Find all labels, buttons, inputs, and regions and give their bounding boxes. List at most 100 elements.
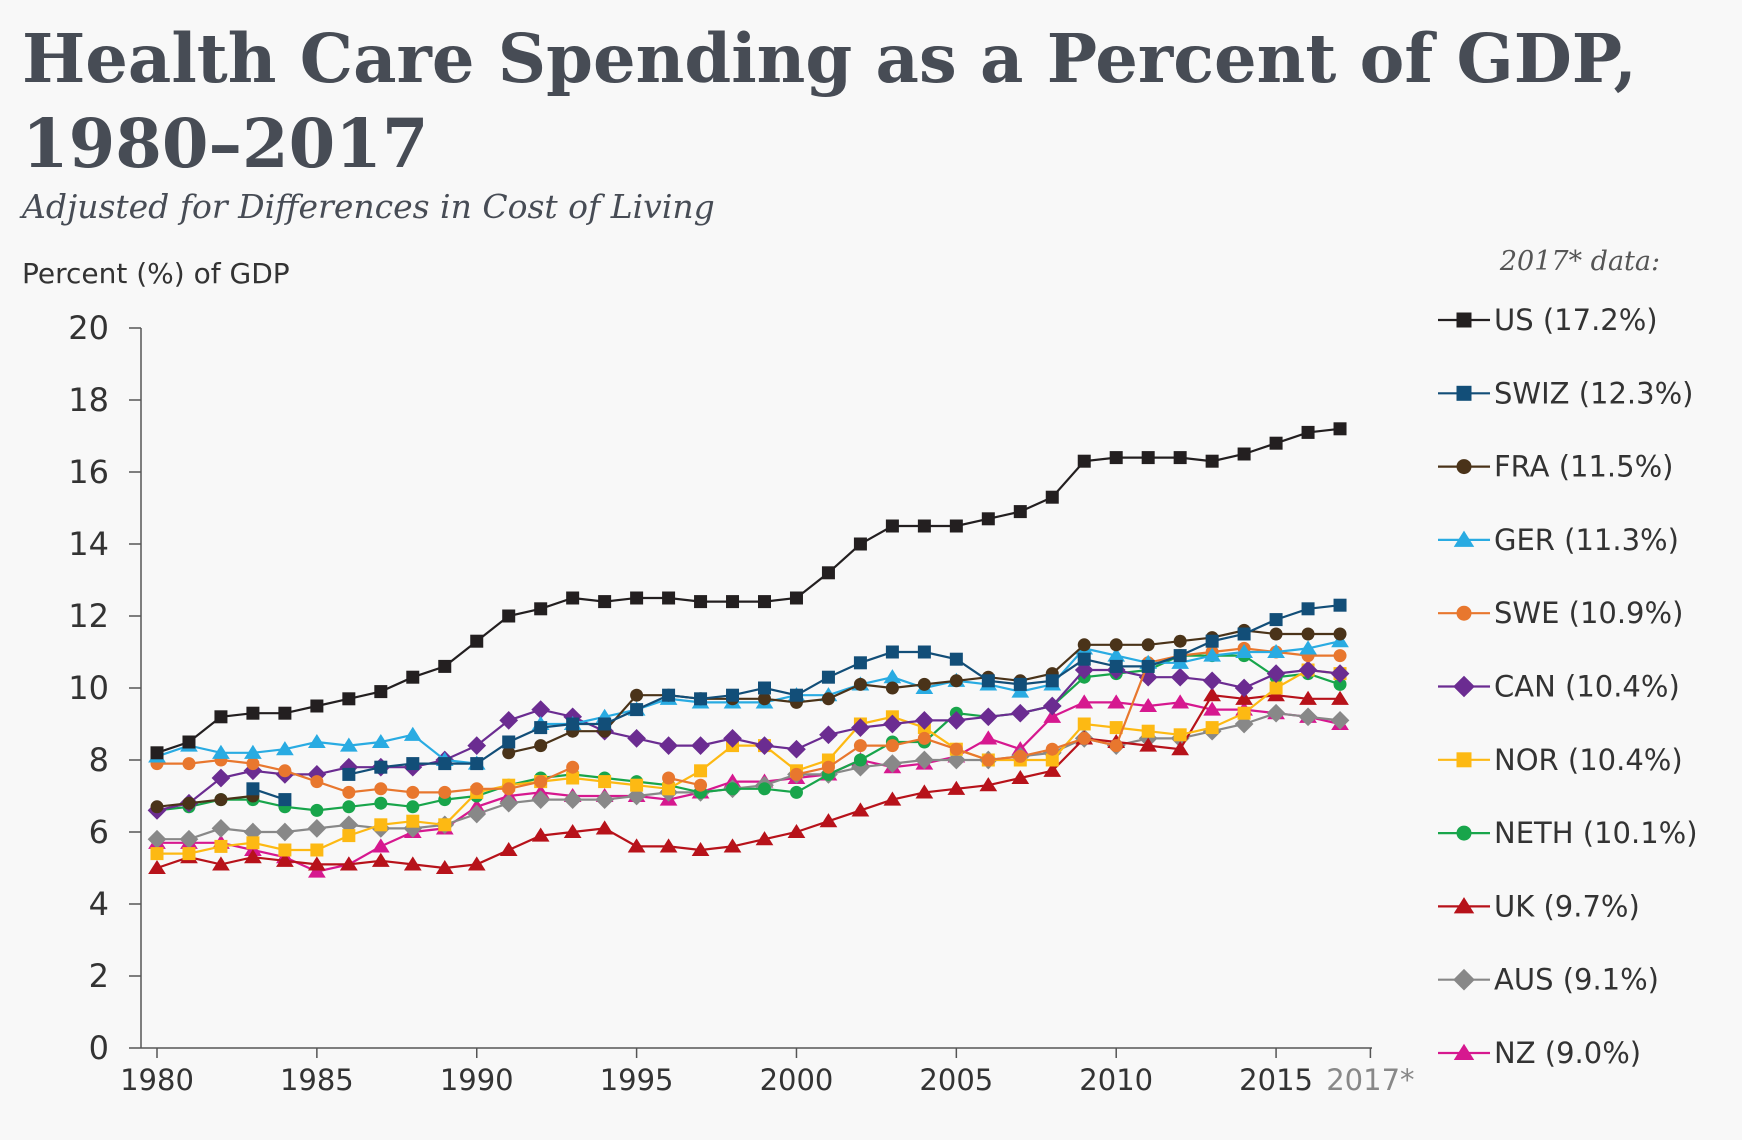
series-line bbox=[156, 694, 1341, 870]
data-point bbox=[179, 829, 199, 849]
data-point bbox=[1234, 678, 1254, 698]
data-point bbox=[435, 859, 454, 875]
data-point bbox=[1109, 721, 1123, 735]
y-axis-label: Percent (%) of GDP bbox=[22, 257, 290, 290]
data-point bbox=[1173, 728, 1187, 742]
data-point bbox=[278, 764, 292, 778]
data-point bbox=[371, 852, 390, 867]
data-point bbox=[1141, 659, 1155, 673]
data-point bbox=[694, 764, 708, 778]
data-point bbox=[691, 841, 710, 857]
data-point bbox=[1075, 694, 1094, 709]
legend-item: SWE (10.9%) bbox=[1438, 596, 1683, 630]
data-point bbox=[1330, 711, 1350, 730]
data-point bbox=[342, 785, 356, 799]
data-point bbox=[853, 739, 867, 753]
data-point bbox=[949, 519, 963, 533]
data-point bbox=[534, 739, 548, 753]
data-point bbox=[1107, 647, 1126, 662]
data-point bbox=[1109, 739, 1123, 753]
data-point bbox=[406, 757, 420, 771]
data-point bbox=[1139, 737, 1158, 752]
data-point bbox=[342, 692, 356, 706]
legend-item: UK (9.7%) bbox=[1438, 889, 1640, 923]
data-point bbox=[1203, 701, 1221, 716]
data-point bbox=[883, 669, 902, 684]
data-point bbox=[947, 780, 966, 795]
data-point bbox=[1171, 741, 1190, 756]
data-point bbox=[150, 800, 164, 814]
data-point bbox=[308, 856, 326, 871]
data-point bbox=[1171, 694, 1190, 709]
legend-label: AUS (9.1%) bbox=[1494, 963, 1659, 997]
data-point bbox=[851, 802, 870, 817]
data-point bbox=[979, 777, 998, 792]
legend-marker bbox=[1453, 530, 1475, 547]
data-point bbox=[789, 785, 803, 799]
chart-subtitle: Adjusted for Differences in Cost of Livi… bbox=[19, 187, 715, 226]
data-point bbox=[563, 823, 582, 839]
data-point bbox=[726, 782, 740, 796]
data-point bbox=[438, 785, 452, 799]
data-point bbox=[595, 820, 614, 835]
data-point bbox=[211, 768, 231, 788]
legend-label: NETH (10.1%) bbox=[1494, 816, 1698, 850]
data-point bbox=[787, 739, 806, 759]
data-point bbox=[1301, 627, 1315, 641]
data-point bbox=[1173, 634, 1187, 648]
data-point bbox=[1138, 667, 1158, 687]
data-point bbox=[1266, 664, 1286, 683]
x-tick-label: 2015 bbox=[1239, 1063, 1313, 1097]
data-point bbox=[1269, 627, 1283, 641]
data-point bbox=[278, 793, 292, 807]
data-point bbox=[883, 754, 902, 773]
data-point bbox=[979, 730, 998, 745]
x-tick-label: 1980 bbox=[120, 1063, 194, 1097]
legend-marker bbox=[1453, 968, 1475, 991]
legend-item: NETH (10.1%) bbox=[1438, 816, 1698, 850]
data-point bbox=[1045, 742, 1059, 756]
data-point bbox=[595, 790, 614, 809]
data-point bbox=[310, 843, 324, 857]
data-point bbox=[946, 711, 966, 730]
data-point bbox=[758, 681, 771, 695]
y-tick-label: 14 bbox=[68, 525, 109, 563]
data-point bbox=[563, 790, 583, 809]
data-point bbox=[821, 670, 835, 684]
data-point bbox=[470, 757, 484, 771]
data-point bbox=[499, 793, 519, 813]
legend-marker bbox=[1453, 1043, 1475, 1060]
data-point bbox=[915, 750, 934, 770]
data-point bbox=[502, 746, 516, 760]
data-point bbox=[502, 782, 516, 796]
data-point bbox=[276, 741, 294, 756]
data-point bbox=[627, 729, 646, 748]
data-point bbox=[212, 744, 230, 759]
data-point bbox=[1109, 638, 1123, 652]
data-point bbox=[1299, 640, 1317, 655]
data-point bbox=[723, 729, 742, 748]
data-point bbox=[1010, 703, 1030, 723]
data-point bbox=[659, 736, 678, 755]
data-point bbox=[630, 703, 644, 717]
data-point bbox=[1173, 451, 1187, 465]
data-point bbox=[789, 767, 803, 781]
legend-label: SWE (10.9%) bbox=[1494, 596, 1683, 630]
legend-marker bbox=[1456, 312, 1472, 328]
data-point bbox=[246, 706, 260, 720]
data-point bbox=[374, 685, 388, 699]
data-point bbox=[978, 707, 998, 727]
legend-label: SWIZ (12.3%) bbox=[1494, 376, 1693, 410]
data-point bbox=[406, 814, 420, 828]
data-point bbox=[1331, 690, 1349, 705]
legend-item: GER (11.3%) bbox=[1438, 523, 1679, 557]
x-tick-label: 2005 bbox=[919, 1063, 993, 1097]
data-point bbox=[1269, 436, 1283, 450]
data-point bbox=[1333, 649, 1347, 663]
data-point bbox=[310, 699, 324, 713]
data-point bbox=[1235, 690, 1253, 705]
data-point bbox=[278, 706, 292, 720]
legend-marker bbox=[1456, 825, 1472, 841]
data-point bbox=[853, 677, 867, 691]
